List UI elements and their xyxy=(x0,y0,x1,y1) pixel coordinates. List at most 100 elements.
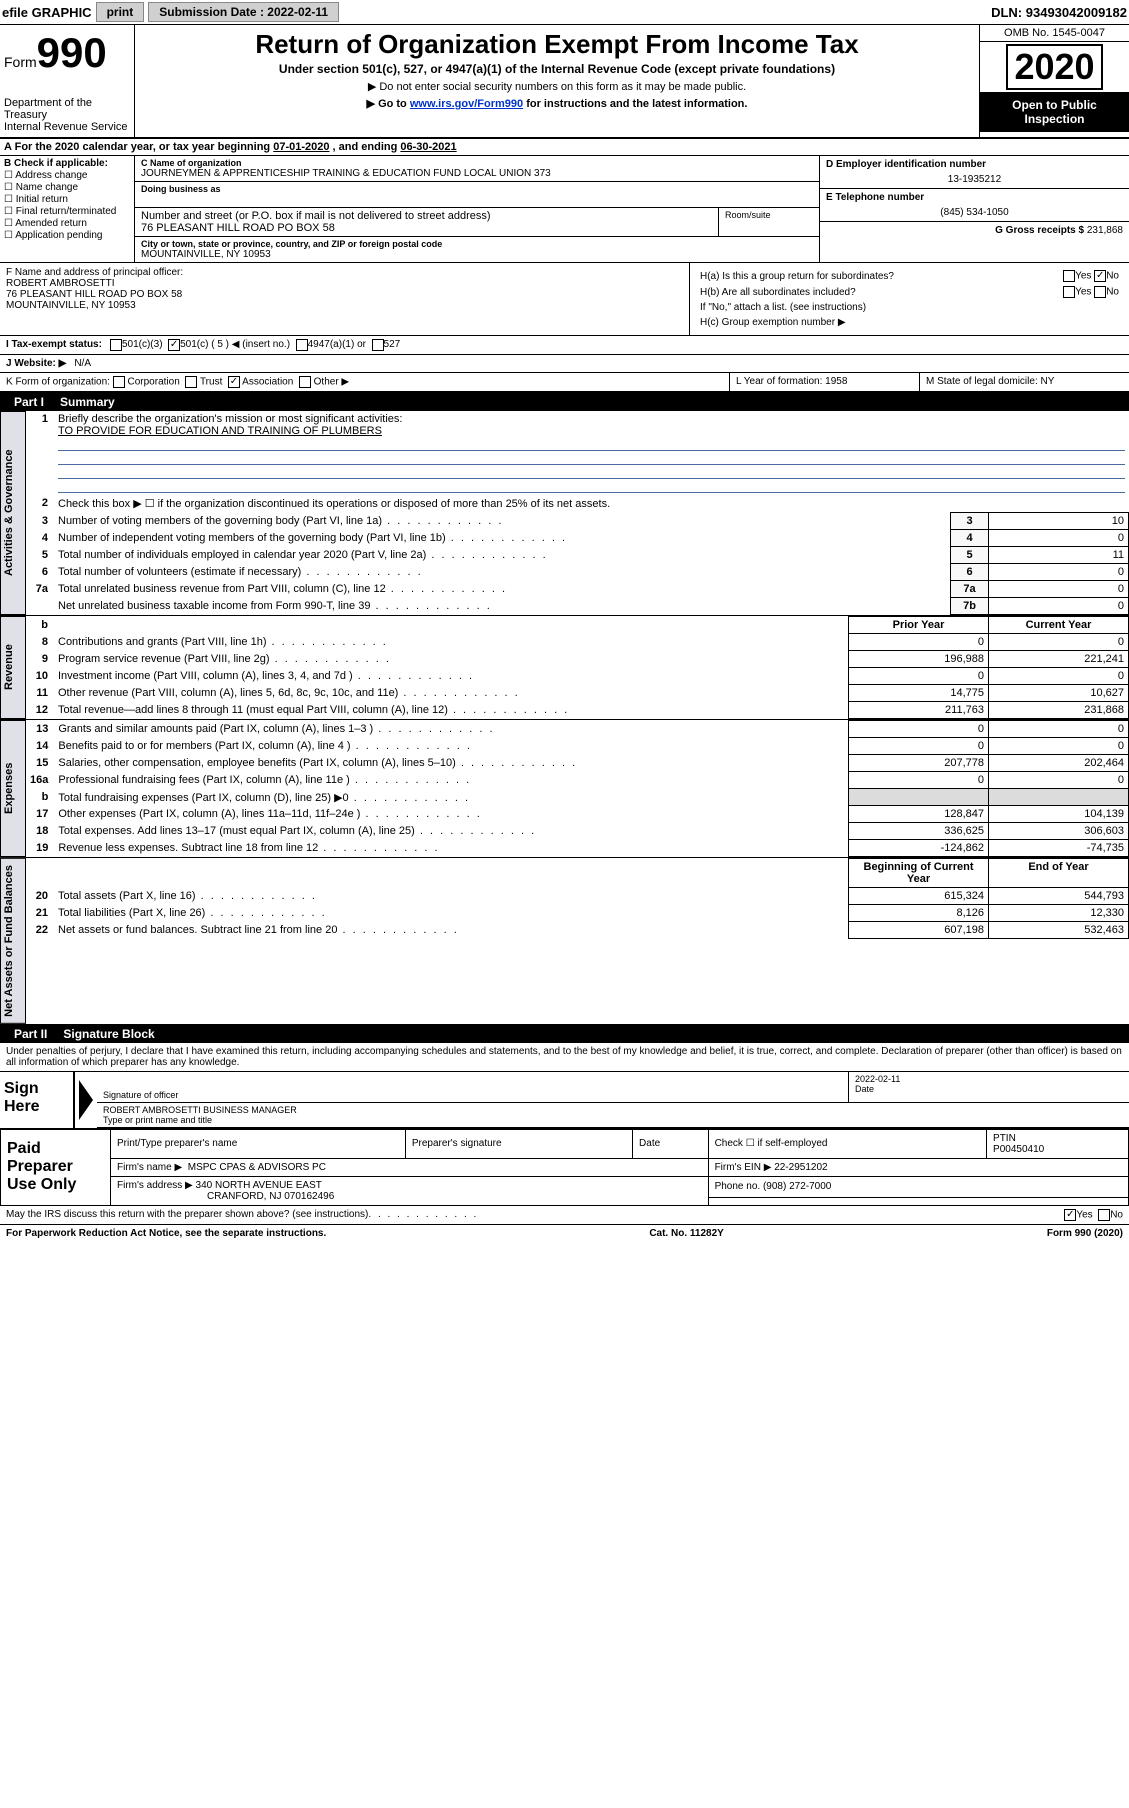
firm-addr1: 340 NORTH AVENUE EAST xyxy=(196,1180,322,1191)
efile-label: efile GRAPHIC xyxy=(2,5,92,20)
ha-no-checkbox[interactable]: ✓ xyxy=(1094,270,1106,282)
section-fh: F Name and address of principal officer:… xyxy=(0,263,1129,336)
ein-value: 13-1935212 xyxy=(826,170,1123,185)
table-row: 8Contributions and grants (Part VIII, li… xyxy=(26,634,1129,651)
eoy-header: End of Year xyxy=(989,859,1129,888)
sig-date-value: 2022-02-11 xyxy=(855,1074,1123,1084)
part2-header: Part II Signature Block xyxy=(0,1025,1129,1043)
chk-other[interactable] xyxy=(299,376,311,388)
chk-501c[interactable]: ✓ xyxy=(168,339,180,351)
table-row: 19Revenue less expenses. Subtract line 1… xyxy=(26,840,1129,857)
vtab-activities: Activities & Governance xyxy=(0,411,26,615)
table-row: 18Total expenses. Add lines 13–17 (must … xyxy=(26,823,1129,840)
chk-527[interactable] xyxy=(372,339,384,351)
header-mid: Return of Organization Exempt From Incom… xyxy=(135,25,979,137)
table-row: 6Total number of volunteers (estimate if… xyxy=(26,564,1129,581)
col-m-state: M State of legal domicile: NY xyxy=(919,373,1129,391)
omb-number: OMB No. 1545-0047 xyxy=(980,25,1129,42)
discuss-no-checkbox[interactable] xyxy=(1098,1209,1110,1221)
org-name-label: C Name of organization xyxy=(141,158,813,168)
col-c-org-info: C Name of organization JOURNEYMEN & APPR… xyxy=(135,156,819,262)
chk-amended-return[interactable]: ☐ Amended return xyxy=(4,218,130,229)
form-rev: Form 990 (2020) xyxy=(1047,1228,1123,1239)
table-expenses: 13Grants and similar amounts paid (Part … xyxy=(26,720,1129,857)
print-button[interactable]: print xyxy=(96,2,145,22)
col-f-officer: F Name and address of principal officer:… xyxy=(0,263,689,335)
hb-no-checkbox[interactable] xyxy=(1094,286,1106,298)
section-bc: B Check if applicable: ☐ Address change … xyxy=(0,156,1129,263)
officer-name: ROBERT AMBROSETTI xyxy=(6,278,115,289)
city-value: MOUNTAINVILLE, NY 10953 xyxy=(141,249,813,260)
table-row: 11Other revenue (Part VIII, column (A), … xyxy=(26,685,1129,702)
table-row: 13Grants and similar amounts paid (Part … xyxy=(26,721,1129,738)
street-value: 76 PLEASANT HILL ROAD PO BOX 58 xyxy=(141,222,712,234)
phone-value: (845) 534-1050 xyxy=(826,203,1123,218)
chk-final-return[interactable]: ☐ Final return/terminated xyxy=(4,206,130,217)
top-bar: efile GRAPHIC print Submission Date : 20… xyxy=(0,0,1129,25)
org-name: JOURNEYMEN & APPRENTICESHIP TRAINING & E… xyxy=(141,168,813,179)
sig-date-label: Date xyxy=(855,1084,1123,1094)
col-k-form-org: K Form of organization: Corporation Trus… xyxy=(0,373,729,391)
line1-label: Briefly describe the organization's miss… xyxy=(58,413,402,425)
firm-addr-label: Firm's address ▶ xyxy=(117,1180,193,1191)
table-row: 16aProfessional fundraising fees (Part I… xyxy=(26,772,1129,789)
bottom-line: For Paperwork Reduction Act Notice, see … xyxy=(0,1225,1129,1242)
table-activities: 1 Briefly describe the organization's mi… xyxy=(26,411,1129,615)
grid-revenue: Revenue b Prior Year Current Year 8Contr… xyxy=(0,616,1129,720)
boy-header: Beginning of Current Year xyxy=(849,859,989,888)
current-year-header: Current Year xyxy=(989,617,1129,634)
chk-name-change[interactable]: ☐ Name change xyxy=(4,182,130,193)
table-row: 3Number of voting members of the governi… xyxy=(26,513,1129,530)
line1-mission: TO PROVIDE FOR EDUCATION AND TRAINING OF… xyxy=(58,425,382,437)
type-print-label: Type or print name and title xyxy=(103,1115,1123,1125)
chk-501c3[interactable] xyxy=(110,339,122,351)
hb-note: If "No," attach a list. (see instruction… xyxy=(698,301,1121,314)
submission-date-label: Submission Date : xyxy=(159,5,264,19)
dln-field: DLN: 93493042009182 xyxy=(991,5,1127,20)
table-row: 12Total revenue—add lines 8 through 11 (… xyxy=(26,702,1129,719)
sign-here-label: Sign Here xyxy=(0,1072,75,1128)
hc-label: H(c) Group exemption number ▶ xyxy=(698,316,1121,329)
chk-application-pending[interactable]: ☐ Application pending xyxy=(4,230,130,241)
room-label: Room/suite xyxy=(725,210,813,220)
ha-label: H(a) Is this a group return for subordin… xyxy=(698,269,1021,283)
col-de: D Employer identification number 13-1935… xyxy=(819,156,1129,262)
gross-label: G Gross receipts $ xyxy=(995,225,1084,236)
vtab-revenue: Revenue xyxy=(0,616,26,719)
footer-discuss: May the IRS discuss this return with the… xyxy=(0,1206,1129,1225)
col-l-year: L Year of formation: 1958 xyxy=(729,373,919,391)
sig-officer-label: Signature of officer xyxy=(103,1090,842,1100)
state-domicile: NY xyxy=(1041,376,1055,387)
firm-phone: (908) 272-7000 xyxy=(763,1181,831,1192)
preparer-sig-header: Preparer's signature xyxy=(405,1129,632,1158)
hb-yes-checkbox[interactable] xyxy=(1063,286,1075,298)
grid-netassets: Net Assets or Fund Balances Beginning of… xyxy=(0,858,1129,1025)
part1-title: Summary xyxy=(52,395,115,409)
paperwork-notice: For Paperwork Reduction Act Notice, see … xyxy=(6,1228,326,1239)
penalty-text: Under penalties of perjury, I declare th… xyxy=(0,1043,1129,1072)
table-row: 15Salaries, other compensation, employee… xyxy=(26,755,1129,772)
ha-yes-checkbox[interactable] xyxy=(1063,270,1075,282)
form-note-ssn: ▶ Do not enter social security numbers o… xyxy=(143,80,971,93)
chk-initial-return[interactable]: ☐ Initial return xyxy=(4,194,130,205)
open-public-badge: Open to Public Inspection xyxy=(980,92,1129,132)
table-revenue: b Prior Year Current Year 8Contributions… xyxy=(26,616,1129,719)
irs-link[interactable]: www.irs.gov/Form990 xyxy=(410,98,523,110)
chk-corp[interactable] xyxy=(113,376,125,388)
discuss-yes-checkbox[interactable]: ✓ xyxy=(1064,1209,1076,1221)
chk-assoc[interactable]: ✓ xyxy=(228,376,240,388)
gross-value: 231,868 xyxy=(1087,225,1123,236)
tax-year: 2020 xyxy=(1006,44,1102,90)
chk-address-change[interactable]: ☐ Address change xyxy=(4,170,130,181)
table-row: 14Benefits paid to or for members (Part … xyxy=(26,738,1129,755)
table-row: 17Other expenses (Part IX, column (A), l… xyxy=(26,806,1129,823)
table-row: 7aTotal unrelated business revenue from … xyxy=(26,581,1129,598)
ein-label: D Employer identification number xyxy=(826,159,1123,170)
header-right: OMB No. 1545-0047 2020 Open to Public In… xyxy=(979,25,1129,137)
chk-trust[interactable] xyxy=(185,376,197,388)
submission-date-field: Submission Date : 2022-02-11 xyxy=(148,2,339,22)
table-row: 9Program service revenue (Part VIII, lin… xyxy=(26,651,1129,668)
chk-4947[interactable] xyxy=(296,339,308,351)
table-row: 21Total liabilities (Part X, line 26)8,1… xyxy=(26,905,1129,922)
row-i-tax-status: I Tax-exempt status: 501(c)(3) ✓ 501(c) … xyxy=(0,336,1129,355)
